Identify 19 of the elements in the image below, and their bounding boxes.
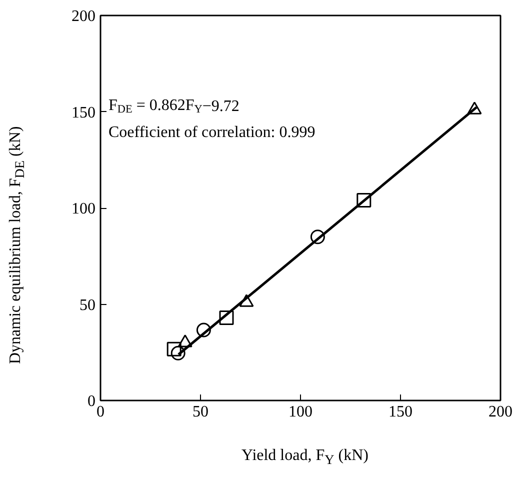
point [170,346,186,360]
point [166,342,182,356]
point [467,102,482,114]
y-tick-label: 100 [72,200,96,218]
x-tick-label: 200 [488,404,512,420]
point [239,294,254,307]
point [219,310,234,325]
x-tick-label: 100 [288,404,312,420]
x-axis-title: Yield load, F$_{Y}$ (kN) [242,446,368,470]
y-tick-label: 0 [88,393,96,410]
y-tick-label: 150 [72,104,96,122]
x-tick-label: 150 [388,404,412,420]
x-tick-label: 50 [192,404,208,420]
annotation: Coefficient of correlation: 0.999 [108,124,316,141]
y-tick-label: 50 [80,296,96,314]
point [310,230,325,244]
point [356,193,372,208]
point [196,322,211,338]
y-tick-label: 200 [72,8,96,25]
